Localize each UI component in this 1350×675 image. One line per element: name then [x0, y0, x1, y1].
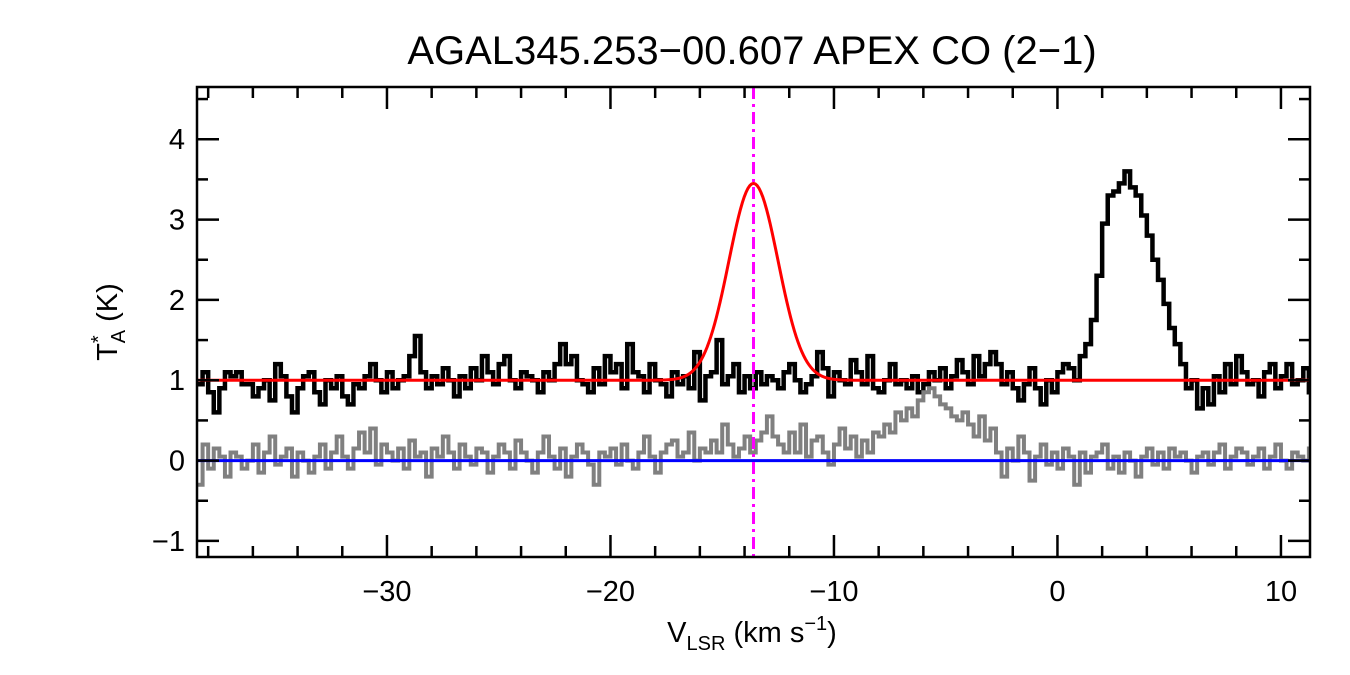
x-tick-label: 0 — [1049, 576, 1065, 608]
chart-title: AGAL345.253−00.607 APEX CO (2−1) — [407, 29, 1096, 73]
y-axis-label-sup: * — [88, 335, 110, 343]
gaussian-fit-line — [197, 181, 1310, 382]
x-axis-label-sub: LSR — [687, 633, 726, 655]
y-tick-label: 4 — [169, 124, 185, 156]
x-axis-label-unit-end: ) — [827, 617, 837, 649]
x-tick-label: −10 — [809, 576, 858, 608]
y-axis-label-sub: A — [108, 329, 130, 343]
x-axis-label: VLSR (km s−1) — [667, 613, 837, 655]
x-axis-label-sup: −1 — [804, 613, 827, 635]
x-tick-label: 10 — [1265, 576, 1297, 608]
series-layer — [197, 87, 1310, 557]
x-tick-label: −20 — [586, 576, 635, 608]
x-axis-label-unit: (km s — [725, 617, 804, 649]
x-tick-label: −30 — [362, 576, 411, 608]
y-tick-label: 1 — [169, 365, 185, 397]
plot-frame — [195, 85, 1312, 559]
y-axis-label-unit: (K) — [92, 283, 124, 330]
y-tick-label: 0 — [169, 446, 185, 478]
spectrum-line — [197, 169, 1310, 415]
y-tick-label: −1 — [152, 526, 185, 558]
y-axis-label-base: T — [92, 343, 124, 361]
y-tick-label: 2 — [169, 285, 185, 317]
y-tick-label: 3 — [169, 205, 185, 237]
x-axis-label-base: V — [667, 617, 687, 649]
second-spectrum-line — [197, 386, 1310, 487]
y-axis-label: T*A (K) — [88, 283, 130, 361]
